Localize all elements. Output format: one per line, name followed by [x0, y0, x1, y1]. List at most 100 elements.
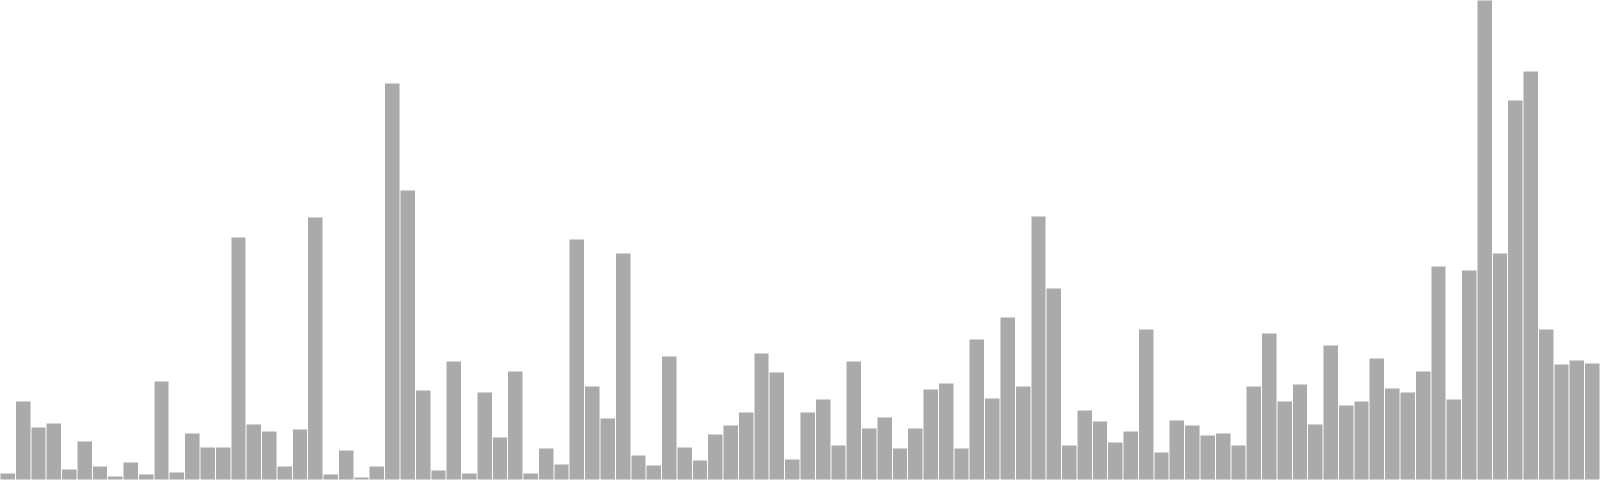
bar-43	[645, 464, 663, 480]
bar-92	[1399, 391, 1416, 480]
bar-29	[430, 469, 447, 480]
bar-10	[137, 473, 155, 480]
bar-67	[1014, 385, 1032, 480]
bar-100	[1522, 70, 1539, 480]
bar-20	[291, 428, 309, 480]
bar-46	[691, 459, 709, 480]
bar-38	[568, 238, 586, 480]
bar-80	[1214, 432, 1232, 480]
bar-79	[1199, 434, 1216, 480]
bar-69	[1045, 287, 1063, 480]
bar-15	[214, 446, 232, 480]
bar-30	[445, 360, 463, 480]
bar-8	[107, 475, 124, 480]
bar-102	[1553, 363, 1570, 480]
bar-40	[599, 417, 616, 480]
bar-58	[876, 416, 893, 480]
bar-82	[1245, 385, 1263, 480]
bar-78	[1184, 424, 1201, 480]
bar-59	[891, 447, 909, 480]
bar-11	[153, 380, 170, 480]
bar-42	[630, 454, 647, 480]
bar-54	[814, 398, 832, 480]
bar-63	[953, 447, 970, 480]
bar-34	[507, 370, 524, 480]
bar-55	[830, 444, 847, 480]
bar-76	[1153, 451, 1170, 480]
bar-83	[1261, 332, 1278, 480]
bar-62	[937, 382, 955, 480]
bar-12	[168, 471, 186, 480]
bar-5	[61, 468, 78, 480]
bar-65	[984, 397, 1001, 480]
bar-21	[307, 216, 324, 480]
bar-33	[491, 436, 509, 480]
bar-60	[907, 427, 924, 480]
bar-75	[1137, 328, 1155, 480]
bar-90	[1368, 357, 1386, 480]
bar-94	[1430, 265, 1447, 480]
bar-87	[1322, 344, 1339, 480]
bar-37	[553, 463, 570, 480]
bar-16	[230, 236, 247, 480]
bar-104	[1584, 362, 1600, 480]
bar-84	[1276, 400, 1293, 480]
bar-3	[30, 426, 47, 480]
bar-44	[661, 355, 678, 480]
bar-81	[1230, 444, 1247, 480]
bar-48	[722, 424, 739, 480]
bar-88	[1337, 404, 1355, 480]
bar-36	[537, 447, 555, 480]
bar-47	[707, 433, 724, 480]
bar-18	[261, 430, 278, 480]
bar-51	[768, 371, 786, 480]
bar-6	[76, 440, 93, 480]
bar-32	[476, 391, 493, 480]
bar-96	[1461, 269, 1478, 480]
bar-64	[968, 338, 986, 480]
bar-95	[1445, 398, 1463, 480]
bar-26	[384, 82, 401, 480]
bar-27	[399, 189, 416, 480]
bar-39	[584, 385, 601, 480]
bar-77	[1168, 419, 1186, 480]
bar-85	[1291, 383, 1309, 480]
bar-23	[337, 449, 355, 480]
bar-41	[614, 252, 632, 480]
bar-73	[1107, 441, 1124, 480]
bar-4	[45, 422, 63, 480]
bar-17	[245, 423, 263, 480]
bar-2	[14, 400, 32, 480]
bar-57	[861, 427, 878, 480]
bar-53	[799, 411, 816, 480]
bar-31	[461, 472, 478, 480]
bar-70	[1061, 444, 1078, 480]
bar-19	[276, 465, 293, 480]
bar-61	[922, 388, 939, 480]
bar-66	[999, 316, 1016, 480]
bar-49	[737, 411, 755, 480]
bar-103	[1568, 359, 1586, 480]
bar-74	[1122, 430, 1139, 480]
bar-7	[91, 465, 109, 480]
bar-9	[122, 461, 139, 480]
bar-56	[845, 360, 863, 480]
bar-35	[522, 472, 539, 480]
bar-68	[1030, 215, 1047, 480]
bar-91	[1384, 387, 1401, 480]
bar-50	[753, 352, 770, 480]
bar-28	[414, 389, 432, 480]
bar-72	[1091, 420, 1109, 480]
bar-71	[1076, 409, 1093, 480]
bar-101	[1537, 328, 1555, 480]
bar-97	[1476, 0, 1493, 480]
bar-14	[199, 446, 216, 480]
bar-98	[1491, 252, 1509, 480]
bar-86	[1307, 423, 1324, 480]
bar-99	[1507, 99, 1524, 480]
bar-1	[0, 472, 16, 480]
bar-13	[184, 432, 201, 480]
bar-22	[322, 473, 339, 480]
